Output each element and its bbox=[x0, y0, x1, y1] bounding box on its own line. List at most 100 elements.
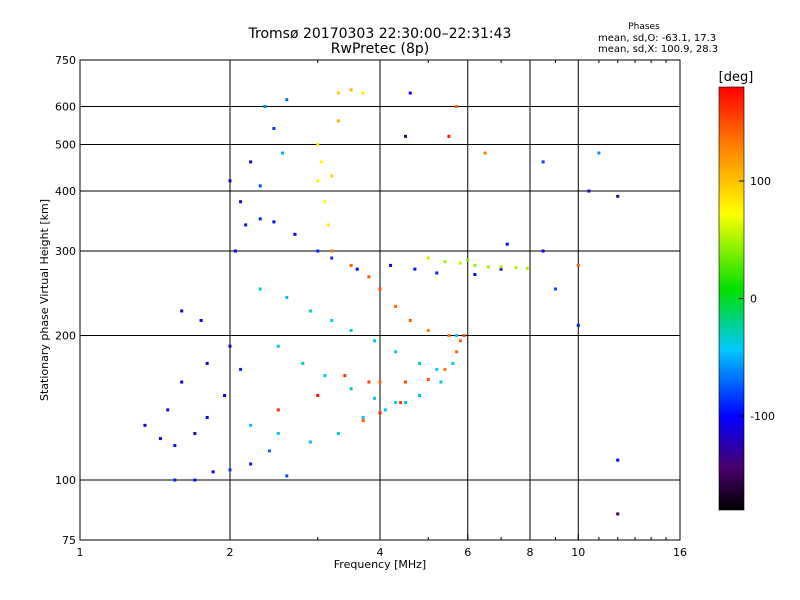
y-tick-label: 200 bbox=[55, 330, 76, 343]
y-tick-label: 750 bbox=[55, 54, 76, 67]
data-point bbox=[180, 380, 184, 384]
data-point bbox=[285, 474, 289, 478]
data-point bbox=[455, 105, 459, 109]
data-point bbox=[263, 105, 267, 109]
data-point bbox=[205, 415, 209, 419]
data-point bbox=[249, 462, 253, 466]
data-point bbox=[505, 242, 509, 246]
x-tick-label: 6 bbox=[464, 546, 471, 559]
data-point bbox=[616, 194, 620, 198]
data-point bbox=[553, 287, 557, 291]
axis-ticks: 1 2 4 6 8 10 16 75 100 200 300 400 500 600 750 bbox=[55, 54, 687, 559]
data-point bbox=[394, 350, 398, 354]
y-tick-label: 600 bbox=[55, 101, 76, 114]
data-point bbox=[316, 143, 320, 147]
data-point bbox=[267, 449, 271, 453]
data-point bbox=[435, 271, 439, 275]
colorbar-tick-label: 0 bbox=[750, 293, 757, 306]
data-point bbox=[293, 232, 297, 236]
data-point bbox=[455, 334, 459, 338]
data-point bbox=[499, 265, 503, 269]
data-point bbox=[426, 256, 430, 260]
data-point bbox=[330, 256, 334, 260]
data-point bbox=[435, 367, 439, 371]
data-point bbox=[319, 160, 323, 164]
data-point bbox=[383, 408, 387, 412]
data-point bbox=[473, 263, 477, 267]
data-point bbox=[443, 260, 447, 264]
data-point bbox=[349, 88, 353, 92]
data-point bbox=[193, 432, 197, 436]
data-point bbox=[330, 174, 334, 178]
data-point bbox=[276, 344, 280, 348]
phases-heading: Phases bbox=[628, 22, 660, 32]
colorbar-tick-label: -100 bbox=[750, 410, 775, 423]
colorbar-tick-label: 100 bbox=[750, 175, 771, 188]
data-point bbox=[244, 223, 248, 227]
x-tick-label: 8 bbox=[527, 546, 534, 559]
data-point bbox=[249, 160, 253, 164]
data-point bbox=[394, 401, 398, 405]
data-point bbox=[408, 91, 412, 95]
data-point bbox=[403, 134, 407, 138]
data-point bbox=[399, 401, 403, 405]
data-point bbox=[336, 432, 340, 436]
data-point bbox=[211, 470, 215, 474]
data-point bbox=[223, 394, 227, 398]
data-point bbox=[323, 200, 327, 204]
x-tick-label: 10 bbox=[571, 546, 585, 559]
data-point bbox=[443, 367, 447, 371]
data-point bbox=[285, 296, 289, 300]
data-point bbox=[239, 367, 243, 371]
data-point bbox=[308, 309, 312, 313]
data-point bbox=[258, 287, 262, 291]
data-point bbox=[233, 249, 237, 253]
data-point bbox=[616, 512, 620, 516]
y-tick-label: 400 bbox=[55, 185, 76, 198]
data-point bbox=[408, 318, 412, 322]
data-point bbox=[199, 318, 203, 322]
data-point bbox=[316, 179, 320, 183]
data-point bbox=[394, 304, 398, 308]
data-point bbox=[541, 160, 545, 164]
data-point bbox=[447, 134, 451, 138]
x-axis-label: Frequency [MHz] bbox=[334, 558, 426, 571]
data-point bbox=[249, 423, 253, 427]
data-point bbox=[361, 415, 365, 419]
data-point bbox=[166, 408, 170, 412]
data-point bbox=[193, 478, 197, 482]
data-point bbox=[276, 408, 280, 412]
x-tick-label: 4 bbox=[377, 546, 384, 559]
colorbar-ticks: 100 0 -100 bbox=[739, 175, 775, 423]
data-point bbox=[439, 380, 443, 384]
data-point bbox=[466, 258, 470, 262]
x-tick-label: 2 bbox=[227, 546, 234, 559]
data-point bbox=[323, 374, 327, 378]
data-point bbox=[258, 217, 262, 221]
data-point bbox=[378, 287, 382, 291]
data-point bbox=[272, 220, 276, 224]
data-point bbox=[455, 350, 459, 354]
data-point bbox=[525, 266, 529, 270]
data-point bbox=[499, 267, 503, 271]
y-tick-label: 100 bbox=[55, 474, 76, 487]
data-point bbox=[367, 275, 371, 279]
data-point bbox=[285, 98, 289, 102]
data-point bbox=[616, 458, 620, 462]
data-point bbox=[343, 374, 347, 378]
data-point bbox=[373, 339, 377, 343]
phases-o-stats: mean, sd,O: -63.1, 17.3 bbox=[598, 33, 717, 44]
data-point bbox=[361, 91, 365, 95]
data-point bbox=[576, 263, 580, 267]
data-point bbox=[367, 380, 371, 384]
data-point bbox=[316, 249, 320, 253]
data-point bbox=[541, 249, 545, 253]
data-point bbox=[316, 394, 320, 398]
data-point bbox=[205, 361, 209, 365]
data-point bbox=[426, 328, 430, 332]
data-point bbox=[173, 444, 177, 448]
phases-x-stats: mean, sd,X: 100.9, 28.3 bbox=[598, 44, 719, 55]
data-point bbox=[417, 394, 421, 398]
data-point bbox=[173, 478, 177, 482]
data-point bbox=[143, 423, 147, 427]
